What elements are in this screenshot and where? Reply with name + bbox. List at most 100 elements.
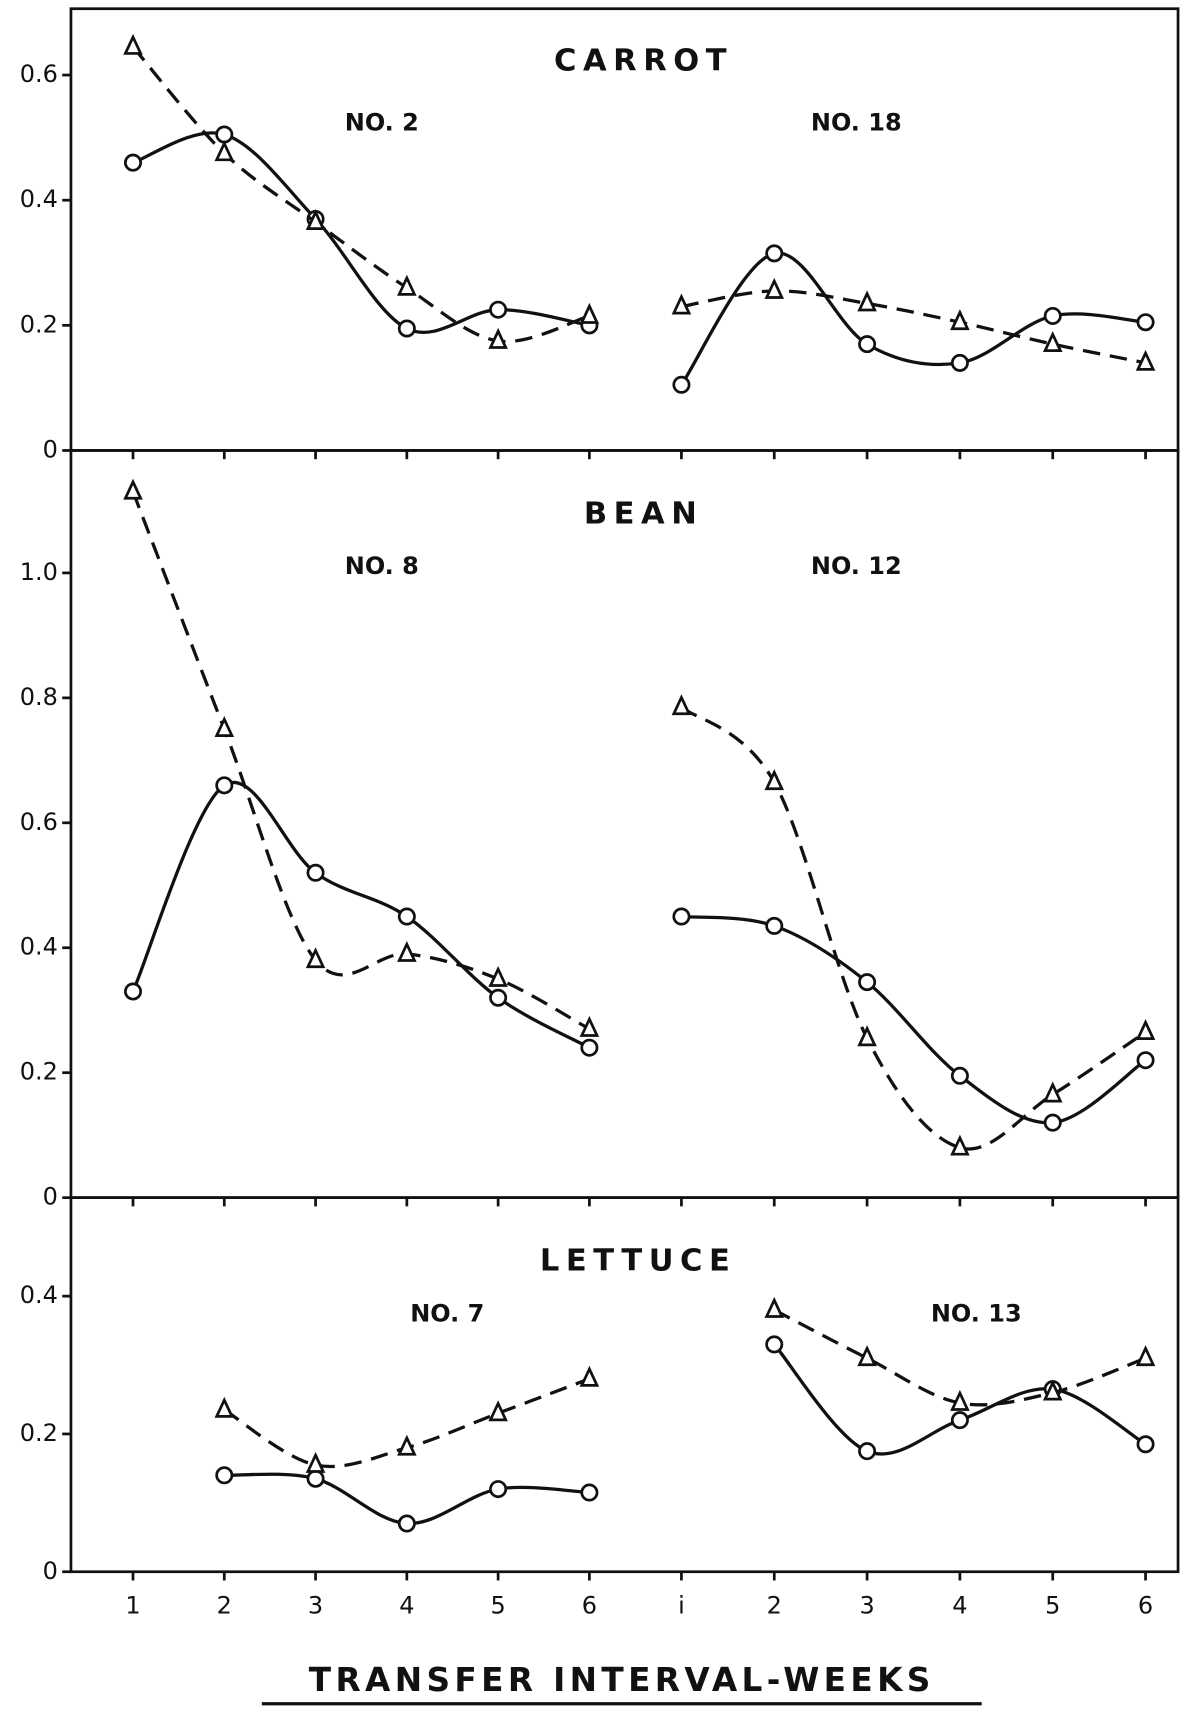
- circle-marker: [580, 1483, 599, 1502]
- y-tick-label: 0.2: [20, 1058, 58, 1086]
- y-tick-label: 0.8: [20, 683, 58, 711]
- triangle-marker: [579, 1015, 600, 1037]
- panel-title: CARROT: [554, 44, 733, 79]
- x-tick-label: i: [678, 1592, 685, 1620]
- x-tick-label: 3: [859, 1592, 874, 1620]
- circle-marker: [397, 319, 416, 338]
- triangle-marker: [1135, 349, 1156, 371]
- circle-marker: [950, 1066, 969, 1085]
- circle-marker: [489, 988, 508, 1007]
- x-tick-label: 4: [952, 1592, 967, 1620]
- circle-marker: [858, 973, 877, 992]
- x-tick-label: 6: [582, 1592, 597, 1620]
- circle-marker: [215, 776, 234, 795]
- group-label: NO. 8: [345, 552, 419, 580]
- triangle-marker: [488, 965, 508, 987]
- triangle-marker: [857, 290, 877, 312]
- circle-marker: [765, 916, 784, 935]
- circle-marker: [858, 335, 877, 354]
- triangle-marker: [397, 1434, 417, 1456]
- triangle-marker: [579, 302, 600, 324]
- triangle-marker: [579, 1365, 600, 1387]
- triangle-marker: [214, 1396, 235, 1418]
- panel-title: BEAN: [584, 496, 704, 531]
- triangle-marker: [950, 1389, 970, 1411]
- series-line: [132, 131, 590, 335]
- x-tick-label: 4: [399, 1592, 414, 1620]
- triangle-marker: [764, 769, 785, 791]
- triangle-marker: [1042, 1081, 1063, 1103]
- y-tick-label: 0.4: [20, 933, 58, 961]
- group-label: NO. 7: [410, 1299, 484, 1327]
- x-tick-label: 1: [125, 1592, 140, 1620]
- circle-marker: [858, 1442, 877, 1461]
- triangle-marker: [671, 293, 692, 315]
- circle-marker: [489, 300, 508, 319]
- y-tick-label: 0: [43, 1183, 58, 1211]
- triangle-marker: [1135, 1019, 1156, 1040]
- circle-marker: [672, 375, 691, 394]
- triangle-marker: [1135, 1345, 1156, 1367]
- circle-marker: [306, 863, 325, 882]
- triangle-marker: [123, 478, 143, 500]
- group-label: NO. 18: [811, 108, 902, 136]
- triangle-marker: [305, 947, 326, 969]
- y-tick-label: 0.4: [20, 1281, 58, 1309]
- panel-frame: [69, 1196, 1180, 1574]
- y-tick-label: 1.0: [20, 558, 58, 586]
- triangle-marker: [123, 33, 143, 55]
- triangle-marker: [214, 716, 235, 738]
- triangle-marker: [950, 309, 970, 331]
- series-line: [680, 705, 1147, 1151]
- triangle-marker: [397, 274, 417, 296]
- triangle-marker: [488, 327, 508, 349]
- y-tick-label: 0: [43, 1557, 58, 1585]
- circle-marker: [950, 1411, 969, 1430]
- circle-marker: [215, 1466, 234, 1485]
- triangle-marker: [1042, 331, 1063, 353]
- circle-marker: [580, 1038, 599, 1057]
- circle-marker: [397, 1514, 416, 1533]
- x-tick-label: 2: [217, 1592, 232, 1620]
- group-label: NO. 2: [345, 108, 419, 136]
- triangle-marker: [305, 1451, 326, 1473]
- y-tick-label: 0.6: [20, 60, 58, 88]
- triangle-marker: [764, 1296, 785, 1318]
- y-tick-label: 0.2: [20, 310, 58, 338]
- series-line: [681, 914, 1147, 1125]
- triangle-marker: [397, 940, 417, 962]
- series-line: [131, 45, 590, 344]
- triangle-marker: [950, 1134, 970, 1156]
- triangle-marker: [1042, 1379, 1063, 1401]
- circle-marker: [672, 907, 691, 926]
- group-label: NO. 12: [811, 552, 902, 580]
- y-tick-label: 0.2: [20, 1419, 58, 1447]
- triangle-marker: [305, 209, 326, 230]
- circle-marker: [1136, 1435, 1155, 1454]
- circle-marker: [1043, 306, 1062, 325]
- y-tick-label: 0: [43, 435, 58, 463]
- series-line: [681, 289, 1146, 365]
- panel-frame: [69, 449, 1180, 1199]
- x-tick-label: 3: [308, 1592, 323, 1620]
- x-tick-label: 5: [1045, 1592, 1060, 1620]
- circle-marker: [1043, 1113, 1062, 1132]
- circle-marker: [306, 1469, 325, 1488]
- triangle-marker: [214, 140, 235, 162]
- circle-marker: [489, 1480, 508, 1499]
- circle-marker: [950, 353, 969, 372]
- triangle-marker: [857, 1025, 877, 1047]
- triangle-marker: [764, 277, 785, 299]
- y-tick-label: 0.6: [20, 808, 58, 836]
- group-label: NO. 13: [931, 1299, 1022, 1327]
- x-axis-label: TRANSFER INTERVAL-WEEKS: [309, 1661, 935, 1699]
- circle-marker: [1136, 313, 1155, 332]
- triangle-marker: [857, 1345, 877, 1367]
- circle-marker: [124, 982, 143, 1001]
- circle-marker: [1136, 1051, 1155, 1070]
- circle-marker: [215, 125, 234, 144]
- x-tick-label: 5: [490, 1592, 505, 1620]
- circle-marker: [124, 153, 143, 172]
- circle-marker: [765, 244, 784, 263]
